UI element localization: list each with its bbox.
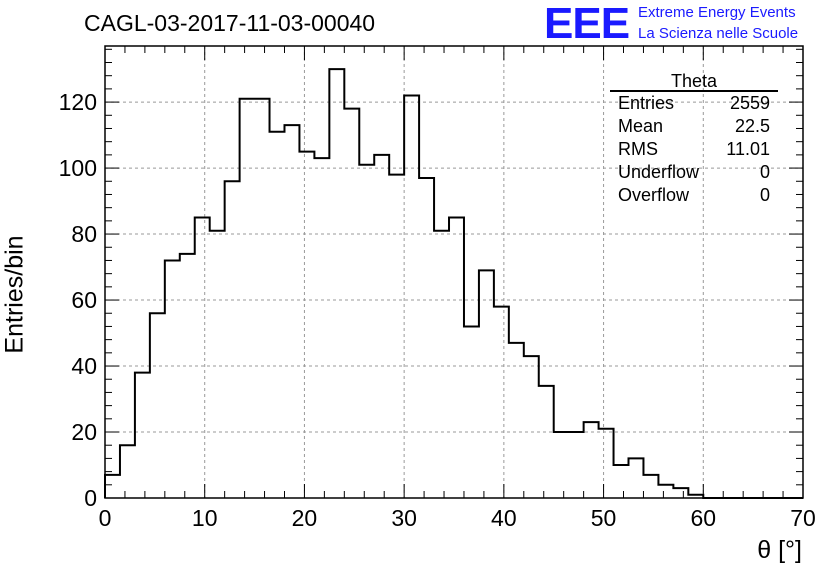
stats-value: 11.01	[726, 139, 770, 159]
histogram-bin	[509, 343, 524, 498]
y-tick-label: 60	[71, 287, 97, 313]
x-tick-label: 30	[391, 505, 417, 531]
eee-logo: EEE	[544, 0, 630, 48]
histogram-bin	[180, 254, 195, 498]
histogram-bin	[419, 178, 434, 498]
stats-box: Theta Entries 2559 Mean 22.5 RMS 11.01 Unde…	[610, 70, 778, 207]
x-tick-label: 10	[192, 505, 218, 531]
histogram-bin	[673, 488, 688, 498]
histogram-bin	[599, 429, 614, 498]
histogram-bin	[329, 69, 344, 498]
stats-label: RMS	[618, 139, 658, 159]
histogram-bin	[314, 158, 329, 498]
histogram-bin	[150, 313, 165, 498]
histogram-bin	[270, 132, 285, 498]
x-axis-label: θ [°]	[757, 536, 802, 564]
histogram-bin	[344, 109, 359, 498]
histogram-bin	[240, 99, 255, 498]
histogram-bin	[120, 445, 135, 498]
histogram-bin	[105, 475, 120, 498]
histogram-bin	[389, 175, 404, 498]
histogram-bin	[165, 260, 180, 498]
histogram-bin	[643, 475, 658, 498]
histogram-bin	[539, 386, 554, 498]
histogram-bin	[658, 485, 673, 498]
brand-line-2: La Scienza nelle Scuole	[638, 25, 799, 42]
histogram-bin	[374, 155, 389, 498]
histogram-bin	[225, 181, 240, 498]
stats-label: Overflow	[618, 185, 690, 205]
histogram-bin	[584, 422, 599, 498]
histogram-bin	[464, 326, 479, 498]
histogram-bin	[195, 218, 210, 498]
y-axis-label: Entries/bin	[0, 235, 29, 354]
y-tick-label: 80	[71, 221, 97, 247]
histogram-bin	[554, 432, 569, 498]
histogram-bin	[359, 165, 374, 498]
stats-value: 22.5	[734, 116, 770, 136]
histogram-bin	[284, 125, 299, 498]
histogram-outline	[104, 68, 803, 499]
histogram-bin	[569, 432, 584, 498]
x-tick-label: 60	[690, 505, 716, 531]
x-tick-label: 20	[292, 505, 318, 531]
histogram-bin	[449, 218, 464, 498]
y-tick-label: 120	[59, 89, 97, 115]
histogram-bin	[299, 152, 314, 498]
histogram-bin	[210, 231, 225, 498]
y-tick-label: 40	[71, 353, 97, 379]
chart-title: CAGL-03-2017-11-03-00040	[84, 10, 376, 36]
stats-row-overflow: Overflow 0	[610, 184, 778, 207]
histogram-bin	[404, 95, 419, 498]
y-tick-label: 100	[59, 155, 97, 181]
histogram-bin	[255, 99, 270, 498]
histogram-bin	[135, 373, 150, 498]
stats-row-mean: Mean 22.5	[610, 115, 778, 138]
stats-label: Entries	[618, 93, 675, 113]
histogram-bin	[614, 465, 629, 498]
stats-value: 0	[759, 162, 770, 182]
stats-row-underflow: Underflow 0	[610, 161, 778, 184]
stats-value: 0	[759, 185, 770, 205]
y-tick-label: 20	[71, 419, 97, 445]
plot-frame	[104, 45, 804, 499]
stats-value: 2559	[729, 93, 770, 113]
stats-label: Underflow	[618, 162, 700, 182]
stats-title: Theta	[610, 70, 778, 92]
stats-label: Mean	[618, 116, 664, 136]
x-tick-label: 70	[790, 505, 816, 531]
stats-row-rms: RMS 11.01	[610, 138, 778, 161]
x-tick-label: 40	[491, 505, 517, 531]
stats-row-entries: Entries 2559	[610, 92, 778, 115]
histogram-bin	[524, 356, 539, 498]
x-tick-label: 50	[591, 505, 617, 531]
histogram-bin	[434, 231, 449, 498]
histogram-bin	[494, 307, 509, 498]
histogram-bin	[629, 458, 644, 498]
brand-line-1: Extreme Energy Events	[638, 4, 796, 21]
x-tick-label: 0	[99, 505, 112, 531]
histogram-bin	[479, 270, 494, 498]
y-tick-label: 0	[84, 485, 97, 511]
